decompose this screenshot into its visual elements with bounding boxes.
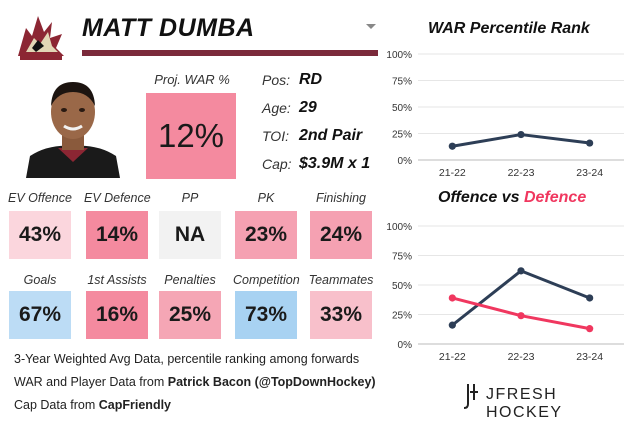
offdef-chart-data-point [586,325,594,333]
age-value: 29 [299,99,317,116]
footer-methodology: 3-Year Weighted Avg Data, percentile ran… [14,352,360,366]
cap-value: $3.9M x 1 [299,155,371,172]
pp-label: PP [181,191,199,205]
brand-text: JFRESH HOCKEY [486,386,563,421]
war-chart-y-tick-label: 75% [392,77,412,88]
offdef-chart-y-tick-label: 100% [386,222,412,233]
first-assists-label: 1st Assists [87,273,147,287]
offence-defence-chart: 0% 25% 50% 75% 100% 21-22 22-23 23-24 [386,222,624,363]
offdef-chart-y-tick-label: 50% [392,281,412,292]
competition-label: Competition [233,273,300,287]
war-source-credit: Patrick Bacon (@TopDownHockey) [167,375,376,389]
offdef-chart-data-point [448,294,456,302]
footer-war-source: WAR and Player Data from Patrick Bacon (… [14,375,376,389]
finishing-label: Finishing [315,191,367,205]
cap-source-credit: CapFriendly [98,398,172,412]
teammates-value: 33% [310,291,372,339]
penalties-label: Penalties [164,273,216,287]
offdef-chart-x-tick-label: 23-24 [576,351,603,363]
war-chart-title: WAR Percentile Rank [428,20,590,37]
cap-label: Cap: [262,156,292,172]
pk-label: PK [257,191,275,205]
finishing-value: 24% [310,211,372,259]
war-chart-y-tick-label: 25% [392,130,412,141]
ev-defence-value: 14% [86,211,148,259]
goals-label: Goals [23,273,57,287]
offdef-chart-data-point [517,312,525,320]
war-chart-y-tick-label: 0% [398,156,413,167]
player-headshot [18,70,128,178]
ev-defence-label: EV Defence [84,191,151,205]
name-underline [82,50,378,56]
brand-logo: JFRESH HOCKEY [458,382,628,421]
war-percentile-chart: 0% 25% 50% 75% 100% 21-22 22-23 23-24 [386,50,624,179]
toi-label: TOI: [262,128,289,144]
jfresh-icon [463,384,478,409]
penalties-value: 25% [159,291,221,339]
pk-value: 23% [235,211,297,259]
war-chart-data-point [448,142,456,150]
offence-defence-chart-title: Offence vs Defence [438,189,587,206]
offdef-chart-y-tick-label: 0% [398,340,413,351]
war-chart-x-tick-label: 22-23 [508,167,535,179]
war-chart-y-tick-label: 50% [392,103,412,114]
goals-value: 67% [9,291,71,339]
offdef-chart-x-tick-label: 22-23 [508,351,535,363]
ev-offence-value: 43% [9,211,71,259]
war-chart-x-tick-label: 21-22 [439,167,466,179]
position-value: RD [299,71,323,88]
teammates-label: Teammates [308,273,374,287]
pp-value: NA [159,211,221,259]
war-chart-y-tick-label: 100% [386,50,412,61]
player-name: MATT DUMBA [82,14,255,42]
toi-value: 2nd Pair [299,127,363,144]
first-assists-value: 16% [86,291,148,339]
offdef-chart-data-point [586,294,594,302]
defence-title-word: Defence [523,189,587,206]
offdef-chart-y-tick-label: 25% [392,311,412,322]
proj-war-value: 12% [146,93,236,179]
ev-offence-label: EV Offence [8,191,72,205]
offdef-chart-data-point [448,321,456,329]
war-chart-x-tick-label: 23-24 [576,167,603,179]
war-chart-data-point [517,130,525,139]
offdef-chart-y-tick-label: 75% [392,252,412,263]
team-logo [12,8,70,64]
footer-cap-source: Cap Data from CapFriendly [14,398,172,412]
offdef-chart-x-tick-label: 21-22 [439,351,466,363]
proj-war-label: Proj. WAR % [154,72,230,87]
offdef-chart-data-point [517,267,525,275]
chevron-down-icon[interactable] [366,24,376,29]
war-chart-data-point [586,139,594,147]
competition-value: 73% [235,291,297,339]
position-label: Pos: [262,72,291,88]
age-label: Age: [262,100,291,116]
